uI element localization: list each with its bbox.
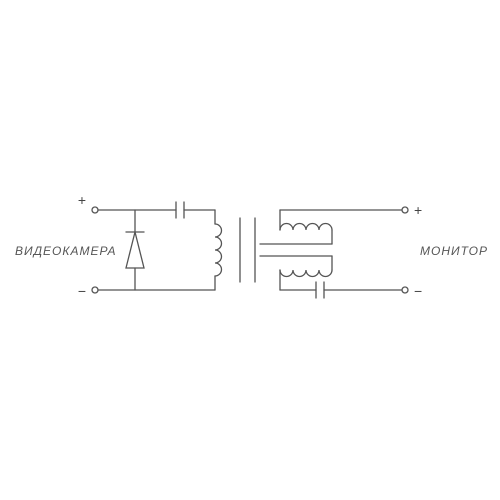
terminal-right-top bbox=[402, 207, 408, 213]
terminal-left-bottom-sign: − bbox=[78, 283, 86, 299]
transformer-primary-coil bbox=[215, 224, 222, 276]
terminal-left-top-sign: + bbox=[78, 192, 86, 208]
terminal-right-bottom-sign: − bbox=[414, 283, 422, 299]
terminal-left-top bbox=[92, 207, 98, 213]
terminal-right-top-sign: + bbox=[414, 202, 422, 218]
label-left: ВИДЕОКАМЕРА bbox=[15, 244, 117, 258]
transformer-secondary-bottom-coil bbox=[280, 270, 332, 277]
terminal-right-bottom bbox=[402, 287, 408, 293]
transformer-secondary-top-coil bbox=[280, 224, 332, 230]
diode-icon bbox=[126, 232, 144, 268]
label-right: МОНИТОР bbox=[420, 244, 488, 258]
circuit-diagram: + − + − ВИДЕОКАМЕРА МОНИТОР bbox=[0, 0, 500, 500]
terminal-left-bottom bbox=[92, 287, 98, 293]
